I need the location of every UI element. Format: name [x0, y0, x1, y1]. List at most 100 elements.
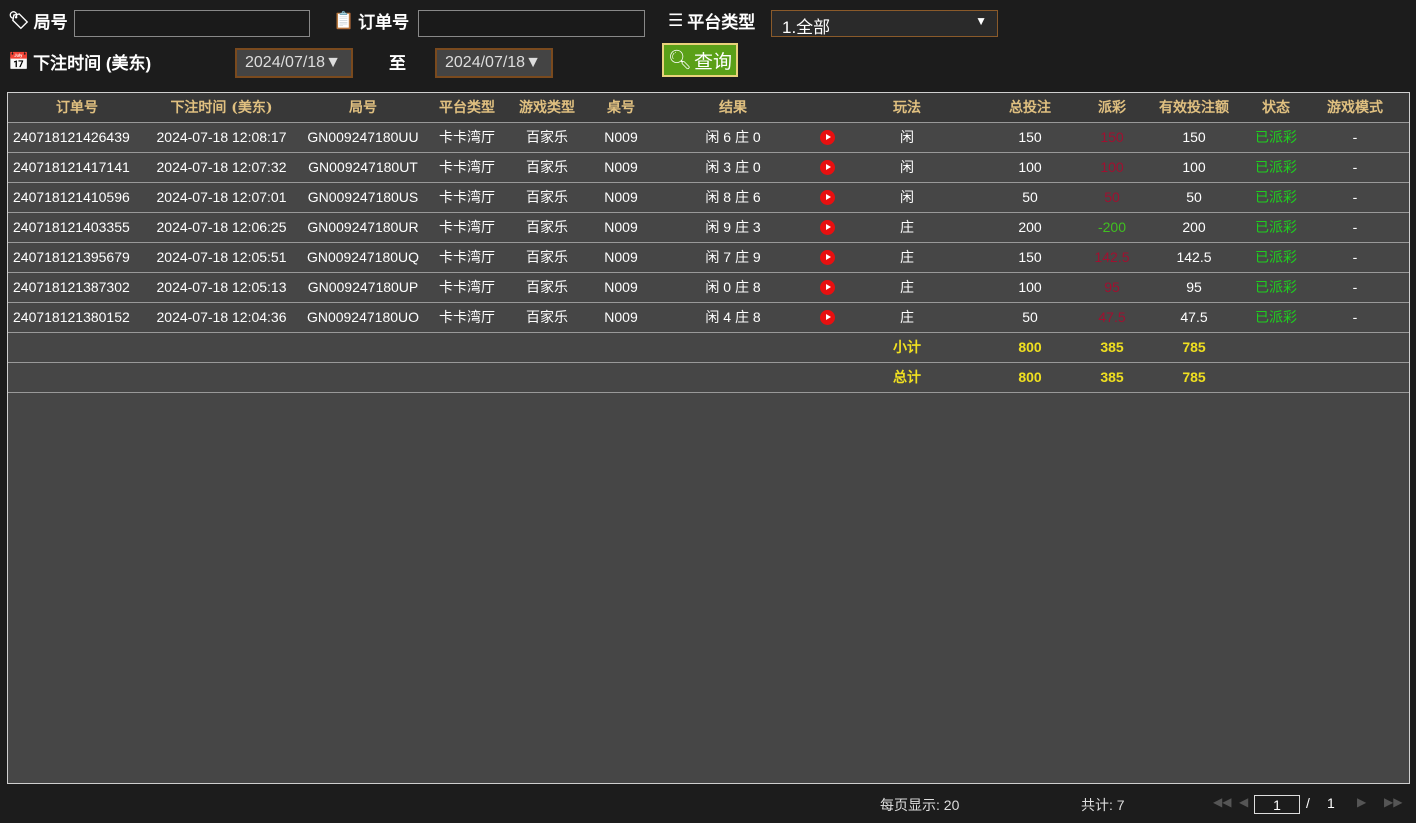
platform: 卡卡湾厅 — [429, 182, 505, 213]
table-row[interactable]: 240718121395679 2024-07-18 12:05:51 GN0092… — [8, 242, 1409, 273]
result: 闲 3 庄 0 — [653, 152, 813, 183]
total-label: 总计 — [841, 362, 973, 393]
total-bet: 150 — [973, 122, 1087, 153]
round-id: GN009247180UR — [297, 212, 429, 243]
replay-cell — [813, 122, 841, 153]
play-icon[interactable] — [819, 130, 835, 146]
table-row[interactable]: 240718121387302 2024-07-18 12:05:13 GN0092… — [8, 272, 1409, 303]
subtotal-valid-bet: 785 — [1137, 332, 1251, 363]
tag-icon: 🏷 — [8, 10, 30, 30]
search-icon: 🔍︎ — [667, 50, 693, 71]
last-page-icon[interactable]: ▶▶ — [1384, 795, 1403, 809]
table-no: N009 — [589, 152, 653, 183]
valid-bet: 47.5 — [1137, 302, 1251, 333]
result: 闲 8 庄 6 — [653, 182, 813, 213]
game-type: 百家乐 — [505, 272, 589, 303]
round-id: GN009247180UT — [297, 152, 429, 183]
order-id: 240718121417141 — [8, 152, 146, 183]
valid-bet: 50 — [1137, 182, 1251, 213]
subtotal-payout: 385 — [1087, 332, 1137, 363]
table-row[interactable]: 240718121417141 2024-07-18 12:07:32 GN0092… — [8, 152, 1409, 183]
bet-time: 2024-07-18 12:07:32 — [146, 152, 297, 183]
platform-label: ☰ 平台类型 — [668, 10, 756, 33]
payout: 100 — [1087, 152, 1137, 183]
column-header: 派彩 — [1087, 93, 1137, 123]
valid-bet: 200 — [1137, 212, 1251, 243]
payout: 47.5 — [1087, 302, 1137, 333]
round-id: GN009247180UU — [297, 122, 429, 153]
order-input[interactable] — [418, 10, 645, 37]
total-bet: 100 — [973, 272, 1087, 303]
result: 闲 6 庄 0 — [653, 122, 813, 153]
empty-cell — [1251, 332, 1409, 363]
round-id: GN009247180UP — [297, 272, 429, 303]
order-id: 240718121403355 — [8, 212, 146, 243]
round-input[interactable] — [74, 10, 310, 37]
play-icon[interactable] — [819, 280, 835, 296]
record-count: 共计: 7 — [1081, 797, 1125, 813]
total-bet: 150 — [973, 242, 1087, 273]
platform: 卡卡湾厅 — [429, 122, 505, 153]
column-header: 有效投注额 — [1137, 93, 1251, 123]
result: 闲 7 庄 9 — [653, 242, 813, 273]
total-row: 总计 800 385 785 — [8, 362, 1409, 393]
result: 闲 0 庄 8 — [653, 272, 813, 303]
play-icon[interactable] — [819, 310, 835, 326]
column-header: 状态 — [1251, 93, 1301, 123]
page-separator: / — [1306, 795, 1310, 811]
bet-type: 闲 — [841, 182, 973, 213]
round-id: GN009247180US — [297, 182, 429, 213]
game-type: 百家乐 — [505, 242, 589, 273]
valid-bet: 95 — [1137, 272, 1251, 303]
table-row[interactable]: 240718121410596 2024-07-18 12:07:01 GN0092… — [8, 182, 1409, 213]
order-id: 240718121395679 — [8, 242, 146, 273]
results-table: 订单号 下注时间 (美东) 局号 平台类型 游戏类型 桌号 结果 玩法 总投注 派彩 有效投注额 状态… — [8, 93, 1409, 393]
table-no: N009 — [589, 212, 653, 243]
game-type: 百家乐 — [505, 182, 589, 213]
replay-cell — [813, 302, 841, 333]
table-no: N009 — [589, 122, 653, 153]
total-payout: 385 — [1087, 362, 1137, 393]
platform-select[interactable]: 1.全部 ▼ — [771, 10, 998, 37]
payout: 150 — [1087, 122, 1137, 153]
status: 已派彩 — [1251, 242, 1301, 273]
game-mode: - — [1301, 152, 1409, 183]
table-row[interactable]: 240718121426439 2024-07-18 12:08:17 GN0092… — [8, 122, 1409, 153]
game-mode: - — [1301, 272, 1409, 303]
column-header: 局号 — [297, 93, 429, 123]
round-label: 🏷 局号 — [8, 10, 68, 33]
total-pages: 1 — [1327, 795, 1335, 811]
empty-cell — [8, 362, 841, 393]
platform: 卡卡湾厅 — [429, 152, 505, 183]
table-row[interactable]: 240718121403355 2024-07-18 12:06:25 GN0092… — [8, 212, 1409, 243]
column-header: 游戏类型 — [505, 93, 589, 123]
table-no: N009 — [589, 302, 653, 333]
replay-cell — [813, 272, 841, 303]
date-from[interactable]: 2024/07/18▼ — [235, 48, 353, 78]
play-icon[interactable] — [819, 160, 835, 176]
bet-time: 2024-07-18 12:07:01 — [146, 182, 297, 213]
subtotal-total-bet: 800 — [973, 332, 1087, 363]
column-header: 游戏模式 — [1301, 93, 1409, 123]
replay-cell — [813, 152, 841, 183]
result: 闲 4 庄 8 — [653, 302, 813, 333]
play-icon[interactable] — [819, 250, 835, 266]
next-page-icon[interactable]: ▶ — [1357, 795, 1367, 809]
game-type: 百家乐 — [505, 152, 589, 183]
order-id: 240718121426439 — [8, 122, 146, 153]
column-header: 平台类型 — [429, 93, 505, 123]
play-icon[interactable] — [819, 220, 835, 236]
table-row[interactable]: 240718121380152 2024-07-18 12:04:36 GN0092… — [8, 302, 1409, 333]
date-to[interactable]: 2024/07/18▼ — [435, 48, 553, 78]
first-page-icon[interactable]: ◀◀ — [1213, 795, 1232, 809]
query-button[interactable]: 🔍︎ 查询 — [662, 43, 738, 77]
page-input[interactable] — [1254, 795, 1300, 814]
column-header: 结果 — [653, 93, 813, 123]
total-total-bet: 800 — [973, 362, 1087, 393]
play-icon[interactable] — [819, 190, 835, 206]
payout: 95 — [1087, 272, 1137, 303]
total-bet: 200 — [973, 212, 1087, 243]
prev-page-icon[interactable]: ◀ — [1239, 795, 1249, 809]
game-mode: - — [1301, 302, 1409, 333]
status: 已派彩 — [1251, 212, 1301, 243]
